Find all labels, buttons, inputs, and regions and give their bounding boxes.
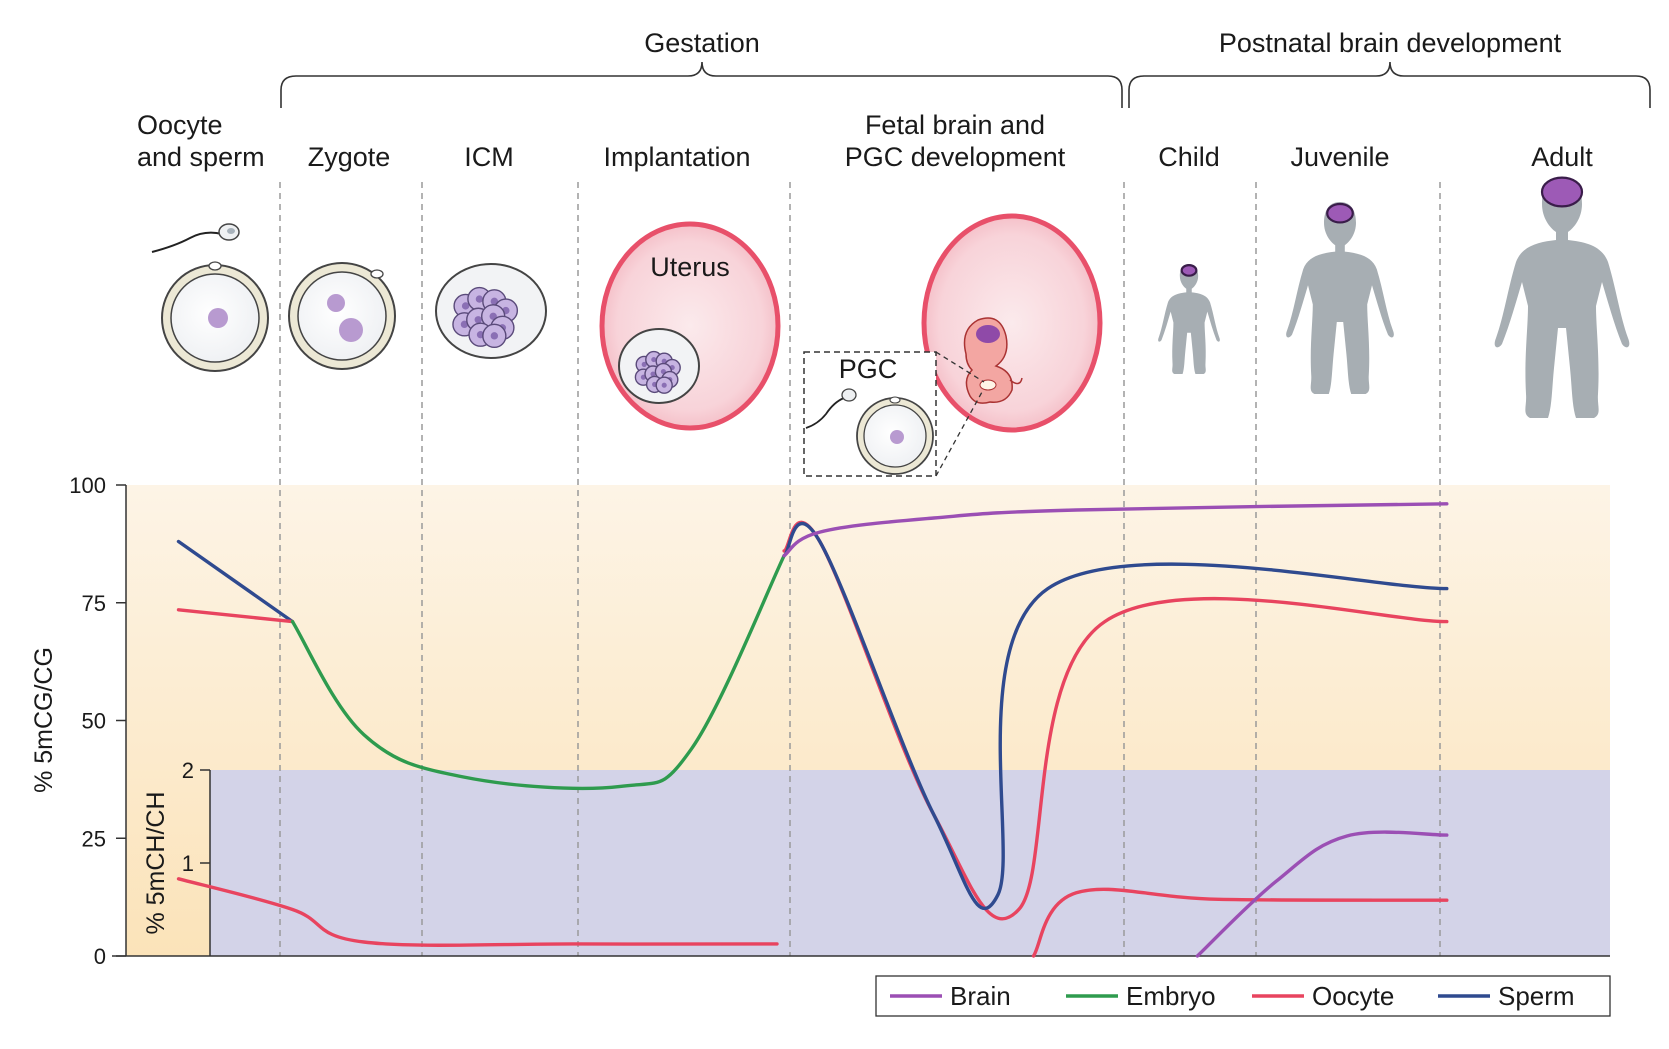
icm-cell-cluster (452, 286, 519, 349)
stage-implantation: Implantation (603, 142, 750, 172)
zygote-illustration (288, 262, 396, 370)
methylation-curves (176, 502, 1449, 958)
brain-icon (1326, 202, 1354, 224)
human-icon (1494, 176, 1630, 418)
fetal-uterus-icon (921, 213, 1103, 433)
ch-band (210, 770, 1610, 956)
implant-cell-cluster (634, 350, 681, 394)
legend-label-embryo: Embryo (1126, 981, 1216, 1011)
cg-series-sperm-4 (782, 521, 1449, 911)
human-icon (1158, 264, 1220, 374)
legend: Brain Embryo Oocyte Sperm (875, 975, 1611, 1017)
stage-zygote: Zygote (308, 142, 391, 172)
gestation-bracket (280, 61, 1123, 108)
oocyte-sperm-illustration (151, 223, 269, 372)
fetus-icon (963, 317, 1013, 404)
icm-illustration (435, 263, 547, 359)
cg-tick-label: 75 (82, 591, 106, 616)
ch-series-oocyte-1 (1031, 887, 1449, 958)
ch-tick-label: 1 (182, 851, 194, 876)
pronucleus-icon (327, 294, 345, 312)
pgc-label: PGC (839, 354, 898, 384)
stage-adult: Adult (1531, 142, 1593, 172)
stage-child: Child (1158, 142, 1220, 172)
cg-tick-label: 50 (82, 709, 106, 734)
ch-series-oocyte-0 (176, 877, 779, 947)
gestation-label: Gestation (644, 28, 760, 58)
sperm-tail-icon (151, 231, 223, 253)
brain-icon (1180, 264, 1198, 277)
y-axis-label-ch: % 5mCH/CH (142, 791, 170, 934)
pgc-inset: PGC (803, 351, 985, 477)
implantation-illustration: Uterus (599, 221, 781, 431)
cg-series-oocyte-1 (176, 608, 295, 624)
human-silhouettes (1158, 176, 1630, 418)
cg-tick-label: 100 (69, 473, 106, 498)
cg-ticks: 100 75 50 25 0 (69, 473, 126, 969)
y-axis-label-cg: % 5mCG/CG (30, 647, 58, 793)
ch-tick-label: 2 (182, 758, 194, 783)
legend-label-brain: Brain (950, 981, 1011, 1011)
pgc-sperm-tail-icon (805, 397, 845, 429)
fetal-gonad-icon (979, 379, 997, 391)
stage-juvenile: Juvenile (1290, 142, 1389, 172)
legend-label-oocyte: Oocyte (1312, 981, 1394, 1011)
cg-series-embryo-2 (290, 554, 786, 791)
cg-tick-label: 0 (94, 944, 106, 969)
stage-oocyte-sperm-line1: Oocyte (137, 110, 223, 140)
ch-series-brain-2 (1195, 830, 1449, 958)
human-icon (1286, 202, 1394, 394)
legend-label-sperm: Sperm (1498, 981, 1575, 1011)
oocyte-nucleus-icon (208, 308, 228, 328)
ch-ticks: 21 (182, 758, 210, 876)
brain-icon (1540, 176, 1584, 208)
stage-fetal-line1: Fetal brain and (865, 110, 1045, 140)
stage-icm: ICM (464, 142, 514, 172)
pgc-sperm-head-icon (841, 388, 857, 402)
cg-series-sperm-0 (176, 539, 295, 624)
stage-fetal-line2: PGC development (845, 142, 1066, 172)
stage-oocyte-sperm-line2: and sperm (137, 142, 265, 172)
uterus-label: Uterus (650, 252, 730, 282)
pronucleus-icon (339, 318, 363, 342)
cg-series-brain-3 (782, 502, 1449, 558)
fetal-brain-icon (976, 325, 1000, 343)
postnatal-label: Postnatal brain development (1219, 28, 1562, 58)
cg-tick-label: 25 (82, 826, 106, 851)
fetal-illustration (921, 213, 1103, 433)
postnatal-bracket (1128, 61, 1651, 108)
